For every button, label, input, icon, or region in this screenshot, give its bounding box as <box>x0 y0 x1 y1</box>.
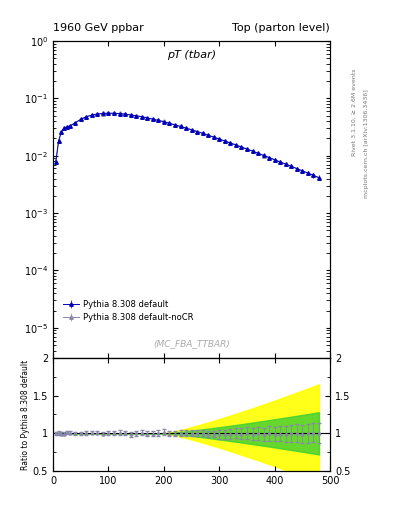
Legend: Pythia 8.308 default, Pythia 8.308 default-noCR: Pythia 8.308 default, Pythia 8.308 defau… <box>63 300 193 322</box>
Text: Rivet 3.1.10, ≥ 2.6M events: Rivet 3.1.10, ≥ 2.6M events <box>352 69 357 156</box>
Text: Top (parton level): Top (parton level) <box>232 23 330 33</box>
Text: pT (tbar): pT (tbar) <box>167 51 216 60</box>
Text: (MC_FBA_TTBAR): (MC_FBA_TTBAR) <box>153 339 230 348</box>
Y-axis label: Ratio to Pythia 8.308 default: Ratio to Pythia 8.308 default <box>21 359 30 470</box>
Text: 1960 GeV ppbar: 1960 GeV ppbar <box>53 23 144 33</box>
Text: mcplots.cern.ch [arXiv:1306.3436]: mcplots.cern.ch [arXiv:1306.3436] <box>364 89 369 198</box>
